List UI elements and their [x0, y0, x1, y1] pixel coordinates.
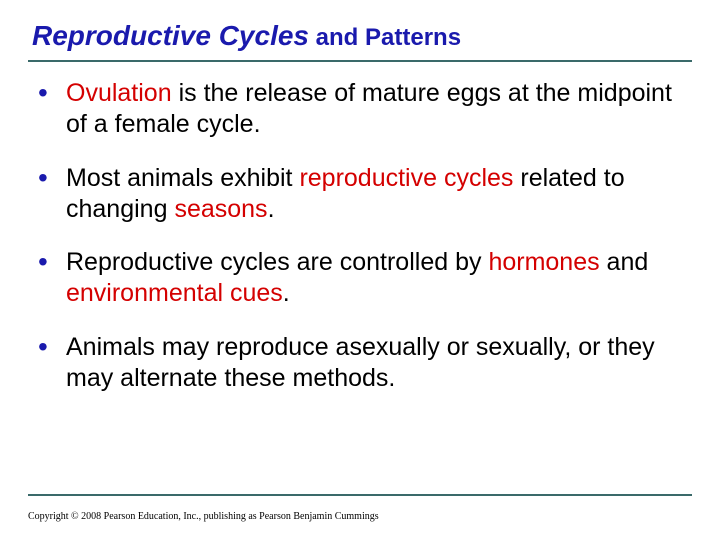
highlight-text: environmental cues	[66, 279, 283, 307]
slide-title: Reproductive Cycles and Patterns	[28, 20, 692, 52]
body-text: Animals may reproduce asexually or sexua…	[66, 333, 655, 392]
title-rule	[28, 60, 692, 62]
list-item: Reproductive cycles are controlled by ho…	[38, 247, 692, 310]
copyright-text: Copyright © 2008 Pearson Education, Inc.…	[28, 511, 379, 522]
list-item: Most animals exhibit reproductive cycles…	[38, 163, 692, 226]
list-item: Animals may reproduce asexually or sexua…	[38, 332, 692, 395]
bullet-list: Ovulation is the release of mature eggs …	[28, 78, 692, 394]
title-part1: Reproductive Cycles	[32, 20, 309, 51]
highlight-text: Ovulation	[66, 79, 172, 107]
list-item: Ovulation is the release of mature eggs …	[38, 78, 692, 141]
body-text: .	[268, 195, 275, 223]
highlight-text: reproductive cycles	[299, 164, 513, 192]
body-text: .	[283, 279, 290, 307]
body-text: Reproductive cycles are controlled by	[66, 248, 488, 276]
title-part2: and Patterns	[309, 24, 461, 51]
highlight-text: seasons	[174, 195, 267, 223]
highlight-text: hormones	[488, 248, 599, 276]
footer-rule	[28, 494, 692, 496]
body-text: Most animals exhibit	[66, 164, 299, 192]
body-text: and	[600, 248, 649, 276]
